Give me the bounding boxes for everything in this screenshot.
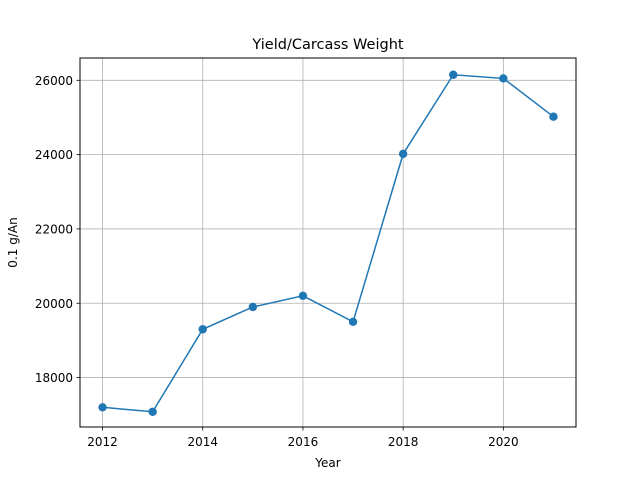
data-point — [248, 302, 258, 312]
series-line — [102, 73, 554, 413]
data-point — [98, 403, 107, 412]
series-layer — [98, 70, 558, 416]
x-tick-label: 2012 — [87, 435, 118, 449]
x-tick-label: 2018 — [388, 435, 419, 449]
y-tick-label: 22000 — [35, 222, 73, 236]
data-point — [449, 70, 458, 79]
data-point — [198, 325, 207, 334]
plot-frame — [79, 57, 577, 428]
y-axis-label: 0.1 g/An — [6, 217, 20, 267]
y-tick-label: 26000 — [35, 74, 73, 88]
y-tick-label: 18000 — [35, 371, 73, 385]
x-tick-label: 2020 — [488, 435, 519, 449]
y-tick-label: 20000 — [35, 297, 73, 311]
data-point — [499, 74, 508, 83]
grid — [80, 58, 576, 427]
chart-title: Yield/Carcass Weight — [251, 37, 403, 53]
data-point — [549, 112, 558, 121]
data-point — [398, 149, 408, 159]
x-axis-label: Year — [314, 456, 340, 470]
x-tick-label: 2016 — [288, 435, 319, 449]
data-point — [298, 291, 308, 301]
ticks: 2012 2014 2016 2018 2020 18000 20000 22000 24000… — [35, 74, 519, 449]
x-tick-label: 2014 — [187, 435, 218, 449]
y-tick-label: 24000 — [35, 148, 73, 162]
data-point — [348, 317, 358, 327]
data-point — [148, 407, 157, 416]
